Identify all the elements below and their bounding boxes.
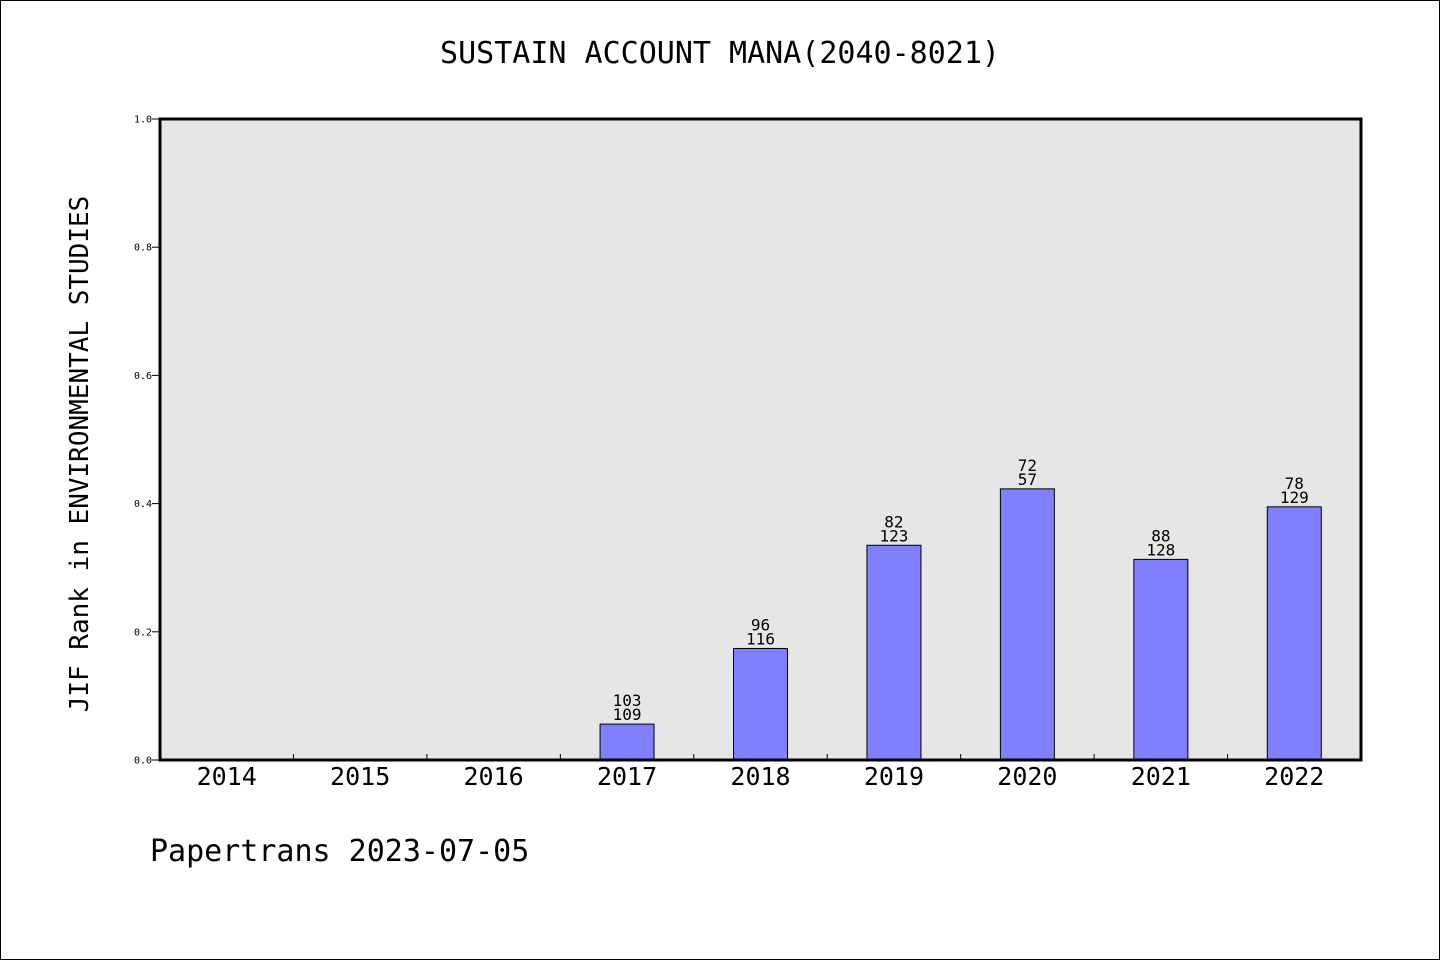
total-label: 57 [1018, 470, 1037, 489]
rank-label: 78 [1285, 474, 1304, 493]
x-tick-label: 2017 [597, 762, 657, 791]
bar-2022 [1266, 506, 1322, 761]
y-tick-label: 0.8 [134, 243, 152, 254]
total-label: 109 [613, 705, 642, 724]
footer-source-date: Papertrans 2023-07-05 [150, 834, 530, 869]
x-tick-label: 2022 [1264, 762, 1324, 791]
total-label: 128 [1146, 540, 1175, 559]
total-label: 116 [746, 629, 775, 648]
bar-2021 [1133, 558, 1189, 761]
bar-2017 [599, 723, 655, 761]
x-tick-label: 2018 [730, 762, 790, 791]
x-tick-label: 2016 [464, 762, 524, 791]
bar-2020 [999, 488, 1055, 761]
x-tick-label: 2021 [1131, 762, 1191, 791]
x-tick-label: 2015 [330, 762, 390, 791]
y-tick-label: 0.0 [134, 756, 152, 767]
y-tick-label: 0.6 [134, 371, 152, 382]
total-label: 129 [1280, 488, 1309, 507]
y-tick-label: 0.2 [134, 627, 152, 638]
rank-label: 72 [1018, 456, 1037, 475]
rank-label: 96 [751, 615, 770, 634]
plot-border [158, 117, 1363, 762]
x-tick-label: 2019 [864, 762, 924, 791]
total-label: 123 [879, 526, 908, 545]
rank-label: 82 [884, 512, 903, 531]
y-axis-label: JIF Rank in ENVIRONMENTAL STUDIES [65, 195, 95, 713]
chart-title: SUSTAIN ACCOUNT MANA(2040-8021) [440, 36, 1000, 71]
x-tick-label: 2020 [997, 762, 1057, 791]
y-tick-label: 0.4 [134, 499, 152, 510]
bar-2019 [866, 544, 922, 761]
rank-label: 88 [1151, 526, 1170, 545]
rank-label: 103 [613, 691, 642, 710]
y-tick-label: 1.0 [134, 115, 152, 126]
x-tick-label: 2014 [197, 762, 257, 791]
bar-2018 [733, 647, 788, 761]
